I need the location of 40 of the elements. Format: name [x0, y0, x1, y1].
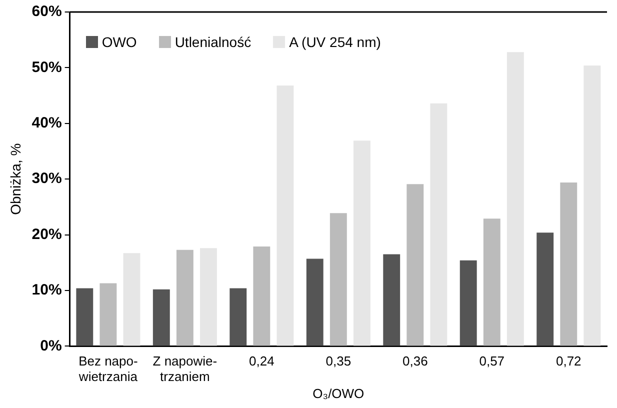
- y-axis-title: Obniżka, %: [7, 143, 24, 215]
- bar: [176, 250, 194, 346]
- y-tick-label: 10%: [32, 282, 62, 299]
- bar: [276, 86, 294, 346]
- bar: [306, 258, 324, 346]
- bar: [584, 65, 601, 346]
- bar: [483, 218, 500, 346]
- legend-label: A (UV 254 nm): [288, 34, 381, 50]
- bar: [506, 52, 524, 346]
- y-tick-label: 40%: [32, 114, 62, 132]
- bar: [200, 248, 217, 346]
- x-tick-label: 0,72: [556, 354, 582, 369]
- bar: [123, 253, 140, 346]
- bar: [353, 140, 370, 346]
- bar: [430, 103, 448, 346]
- x-axis-title: O₃/OWO: [312, 386, 364, 401]
- bar: [406, 184, 424, 346]
- bar: [383, 254, 400, 346]
- legend-label: Utlenialność: [174, 34, 252, 50]
- y-tick-label: 50%: [32, 58, 62, 76]
- x-tick-label: 0,24: [249, 354, 274, 369]
- bar: [253, 246, 270, 346]
- y-tick-label: 0%: [40, 337, 62, 354]
- y-tick-label: 20%: [32, 226, 62, 243]
- x-tick-label: Bez napo- wietrzania: [78, 354, 138, 384]
- x-tick-label: 0,57: [479, 354, 505, 369]
- bar: [330, 213, 347, 346]
- x-tick-label: 0,35: [326, 354, 352, 369]
- x-tick-label: Z napowie- trzaniem: [152, 354, 218, 384]
- bar: [560, 182, 578, 346]
- bar: [460, 260, 477, 346]
- bar: [100, 283, 117, 346]
- y-tick-label: 60%: [32, 3, 62, 20]
- bar: [230, 288, 247, 346]
- legend-label: OWO: [100, 34, 137, 50]
- bar: [536, 232, 554, 346]
- bar: [76, 288, 94, 346]
- x-tick-label: 0,36: [402, 354, 428, 369]
- y-tick-label: 30%: [32, 170, 62, 188]
- bar: [152, 289, 170, 346]
